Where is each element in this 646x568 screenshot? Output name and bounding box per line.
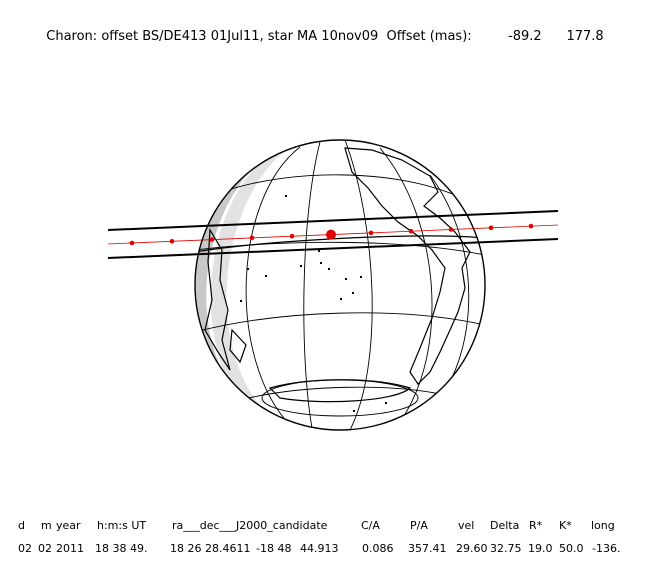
plot-title: Charon: offset BS/DE413 01Jul11, star MA… [38,14,604,44]
parallel-lines [195,174,485,417]
track-marker [249,235,255,241]
offset-x-value: -89.2 [508,29,542,44]
offset-y-value: 177.8 [566,29,604,44]
track-marker [169,239,175,244]
track-marker [368,230,374,236]
path-arc [195,235,485,253]
continent-outlines [204,147,471,403]
track-markers [129,223,534,246]
track-marker [129,240,135,246]
track-marker [448,227,454,232]
track-marker [408,228,414,234]
track-marker [488,225,494,231]
title-text: Charon: offset BS/DE413 01Jul11, star MA… [46,29,472,44]
night-side-shading [195,140,300,430]
shadow-path-limits [107,210,559,259]
track-marker [209,237,215,242]
track-marker [289,233,295,239]
track-marker [528,223,534,229]
globe-outline [194,139,486,431]
island-dots [240,195,387,412]
track-marker-center [326,229,336,240]
